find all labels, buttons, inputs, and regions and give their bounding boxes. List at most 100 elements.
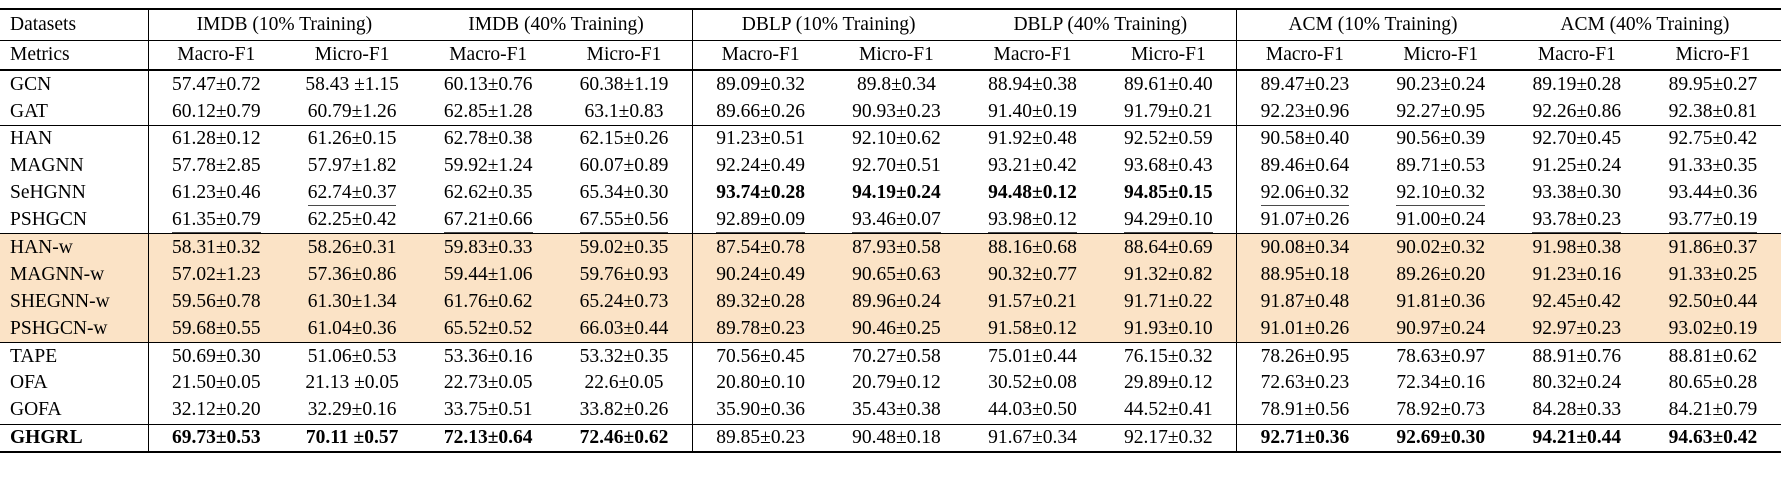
value-cell: 90.58±0.40 [1237, 125, 1373, 152]
value-cell: 61.23±0.46 [148, 180, 284, 207]
value-cell: 92.26±0.86 [1509, 98, 1645, 125]
metric-value: 93.38±0.30 [1532, 182, 1622, 204]
value-cell: 90.32±0.77 [964, 261, 1101, 289]
metric-value: 32.12±0.20 [171, 399, 261, 421]
metric-value: 92.69±0.30 [1396, 427, 1486, 449]
table-row-gcn: GCN 57.47±0.72 58.43 ±1.15 60.13±0.76 60.38±… [0, 70, 1781, 98]
metric-value: 57.78±2.85 [171, 155, 261, 177]
value-cell: 70.56±0.45 [692, 342, 828, 369]
value-cell: 80.32±0.24 [1509, 370, 1645, 397]
value-cell: 44.52±0.41 [1100, 396, 1238, 425]
metric-value: 67.21±0.66 [443, 209, 533, 234]
value-cell: 62.25±0.42 [284, 206, 420, 233]
value-cell: 33.75±0.51 [420, 397, 556, 424]
metric-value: 91.98±0.38 [1532, 237, 1622, 259]
value-cell: 78.63±0.97 [1373, 342, 1509, 369]
metric-value: 91.79±0.21 [1123, 100, 1213, 122]
metric-value: 89.71±0.53 [1396, 155, 1486, 177]
value-cell: 92.52±0.59 [1100, 125, 1238, 153]
value-cell: 93.21±0.42 [964, 153, 1100, 180]
metric-value: 29.89±0.12 [1123, 372, 1213, 394]
table-row-tape: TAPE 50.69±0.30 51.06±0.53 53.36±0.16 53.32±… [0, 342, 1781, 370]
method-label: GHGRL [0, 424, 149, 453]
metric-value: 59.92±1.24 [443, 155, 533, 177]
value-cell: 59.44±1.06 [420, 261, 557, 289]
metric-value: 90.48±0.18 [852, 427, 941, 449]
value-cell: 80.65±0.28 [1645, 370, 1781, 397]
metric-value: 92.70±0.45 [1532, 128, 1622, 150]
metric-header: Macro-F1 [993, 44, 1072, 66]
metric-value: 91.07±0.26 [1260, 209, 1350, 231]
value-cell: 89.32±0.28 [692, 288, 829, 316]
metric-value: 92.38±0.81 [1668, 100, 1758, 122]
method-label: MAGNN-w [0, 261, 149, 289]
metric-header: Macro-F1 [177, 44, 256, 66]
value-cell: 89.96±0.24 [828, 288, 965, 316]
value-cell: 60.79±1.26 [284, 98, 420, 125]
value-cell: 33.82±0.26 [556, 396, 693, 425]
metric-value: 92.27±0.95 [1396, 100, 1486, 122]
table-row-magnn: MAGNN 57.78±2.85 57.97±1.82 59.92±1.24 60.07… [0, 152, 1781, 180]
value-cell: 61.26±0.15 [284, 125, 420, 152]
metric-header: Micro-F1 [1675, 44, 1751, 66]
metric-value: 70.27±0.58 [852, 345, 941, 367]
value-cell: 94.29±0.10 [1100, 206, 1238, 234]
method-label: OFA [0, 369, 149, 397]
table-row-pshgcn-w: PSHGCN-w 59.68±0.55 61.04±0.36 65.52±0.52 66… [0, 315, 1781, 343]
table-body: GCN 57.47±0.72 58.43 ±1.15 60.13±0.76 60.38±… [0, 70, 1781, 453]
datasets-corner-label: Datasets [0, 9, 149, 41]
value-cell: 61.28±0.12 [148, 125, 284, 152]
table-row-shegnn-w: SHEGNN-w 59.56±0.78 61.30±1.34 61.76±0.62 65… [0, 288, 1781, 316]
value-cell: 61.30±1.34 [284, 288, 421, 316]
metric-value: 60.79±1.26 [307, 100, 397, 122]
metric-value: 94.85±0.15 [1123, 182, 1213, 204]
value-cell: 92.45±0.42 [1508, 288, 1645, 316]
metric-value: 60.12±0.79 [171, 100, 261, 122]
metric-value: 66.03±0.44 [579, 317, 669, 339]
value-cell: 61.76±0.62 [420, 288, 557, 316]
value-cell: 89.47±0.23 [1237, 70, 1373, 98]
metric-value: 94.19±0.24 [852, 182, 941, 204]
value-cell: 29.89±0.12 [1100, 369, 1238, 397]
value-cell: 65.34±0.30 [556, 179, 693, 207]
metric-value: 91.71±0.22 [1123, 290, 1213, 312]
metric-value: 92.70±0.51 [852, 155, 941, 177]
metric-value: 20.79±0.12 [852, 372, 941, 394]
table-row-sehgnn: SeHGNN 61.23±0.46 62.74±0.37 62.62±0.35 65.3… [0, 179, 1781, 207]
value-cell: 59.92±1.24 [420, 153, 556, 180]
metric-value: 61.23±0.46 [171, 182, 261, 204]
metric-value: 92.45±0.42 [1532, 290, 1622, 312]
value-cell: 20.79±0.12 [828, 370, 964, 397]
metric-value: 61.35±0.79 [171, 209, 261, 234]
value-cell: 21.50±0.05 [148, 370, 284, 397]
method-label: TAPE [0, 342, 149, 370]
value-cell: 88.91±0.76 [1509, 342, 1645, 369]
value-cell: 92.06±0.32 [1237, 180, 1373, 207]
metric-value: 61.26±0.15 [307, 128, 397, 150]
metric-value: 91.32±0.82 [1123, 263, 1213, 285]
value-cell: 90.93±0.23 [828, 98, 964, 125]
value-cell: 89.78±0.23 [692, 315, 829, 343]
metric-header: Macro-F1 [449, 44, 528, 66]
metric-header: Macro-F1 [1537, 44, 1616, 66]
value-cell: 57.36±0.86 [284, 261, 421, 289]
metric-value: 93.77±0.19 [1668, 209, 1758, 234]
metric-value: 58.31±0.32 [171, 237, 261, 259]
metric-value: 57.36±0.86 [307, 263, 397, 285]
method-label: PSHGCN [0, 206, 149, 234]
value-cell: 44.03±0.50 [964, 397, 1100, 424]
value-cell: 89.26±0.20 [1372, 261, 1509, 289]
metric-value: 59.76±0.93 [579, 263, 669, 285]
metric-value: 62.74±0.37 [307, 182, 397, 207]
metric-value: 93.44±0.36 [1668, 182, 1758, 204]
metric-value: 89.85±0.23 [716, 427, 805, 449]
metrics-corner-label: Metrics [0, 40, 149, 70]
metric-value: 30.52±0.08 [988, 372, 1077, 394]
method-label: MAGNN [0, 152, 149, 180]
value-cell: 91.00±0.24 [1373, 206, 1509, 233]
value-cell: 91.23±0.51 [692, 125, 828, 152]
metric-value: 93.46±0.07 [852, 209, 941, 234]
value-cell: 91.86±0.37 [1644, 233, 1781, 262]
value-cell: 65.24±0.73 [556, 288, 693, 316]
value-cell: 89.46±0.64 [1237, 153, 1373, 180]
